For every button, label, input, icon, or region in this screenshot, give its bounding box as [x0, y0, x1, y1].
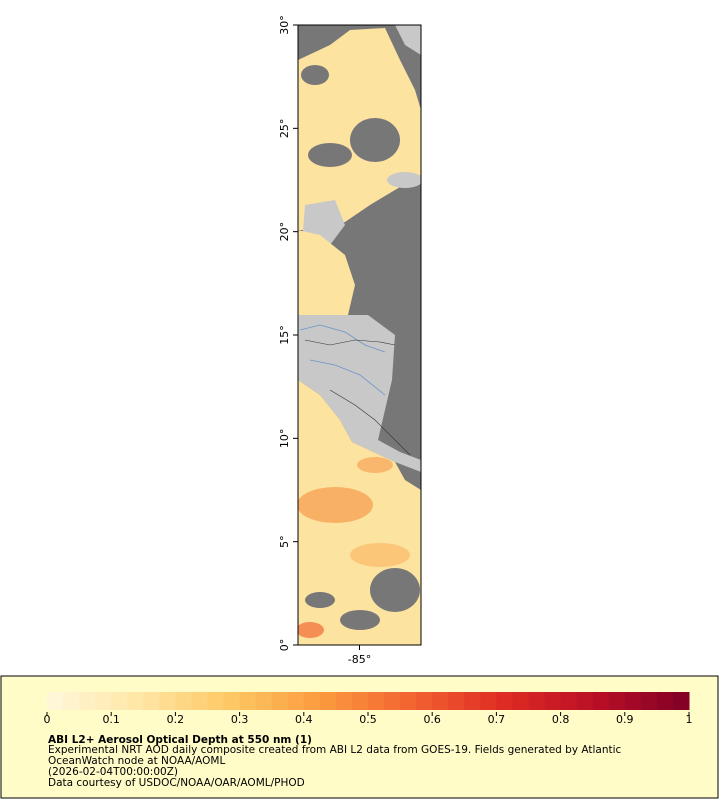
colorbar-tick-label: 0.8: [552, 713, 570, 726]
colorbar-swatch: [111, 692, 128, 710]
colorbar-swatch: [448, 692, 465, 710]
lat-tick-label: 15°: [278, 325, 291, 345]
colorbar-swatch: [464, 692, 481, 710]
colorbar-swatch: [239, 692, 257, 710]
colorbar-swatch: [496, 692, 513, 710]
colorbar-swatch: [560, 692, 578, 710]
colorbar-tick-label: 0.2: [167, 713, 185, 726]
lat-tick-label: 30°: [278, 15, 291, 35]
colorbar-swatch: [63, 692, 80, 710]
lat-tick-label: 25°: [278, 119, 291, 139]
colorbar-tick-label: 0.9: [616, 713, 634, 726]
colorbar-swatch: [512, 692, 529, 710]
colorbar-swatch: [656, 692, 674, 710]
colorbar-swatch: [271, 692, 289, 710]
lon-tick-label: -85°: [348, 653, 371, 666]
colorbar-swatch: [528, 692, 546, 710]
lat-tick-label: 0°: [278, 639, 291, 652]
colorbar-swatch: [127, 692, 144, 710]
lat-tick-label: 20°: [278, 222, 291, 242]
caption-title: ABI L2+ Aerosol Optical Depth at 550 nm …: [48, 734, 312, 746]
colorbar-tick-label: 0.6: [423, 713, 441, 726]
colorbar-swatch: [47, 692, 64, 710]
colorbar-swatch: [544, 692, 562, 710]
colorbar-tick-label: 0.5: [359, 713, 377, 726]
colorbar-swatch: [400, 692, 417, 710]
colorbar-swatch: [143, 692, 160, 710]
colorbar-swatch: [255, 692, 273, 710]
colorbar-swatch: [175, 692, 192, 710]
colorbar-swatch: [384, 692, 401, 710]
colorbar-swatch: [319, 692, 337, 710]
colorbar-swatch: [592, 692, 610, 710]
colorbar-swatch: [79, 692, 96, 710]
colorbar-tick-label: 0.4: [295, 713, 313, 726]
colorbar-swatch: [432, 692, 449, 710]
colorbar-swatch: [480, 692, 497, 710]
caption-line: Experimental NRT AOD daily composite cre…: [48, 744, 622, 756]
colorbar-swatch: [207, 692, 225, 710]
colorbar-swatch: [287, 692, 305, 710]
colorbar-swatch: [576, 692, 594, 710]
map-image: [298, 25, 421, 645]
caption-line: Data courtesy of USDOC/NOAA/OAR/AOML/PHO…: [48, 777, 305, 789]
colorbar-tick-label: 0.7: [488, 713, 506, 726]
colorbar-swatch: [95, 692, 112, 710]
colorbar-swatch: [416, 692, 433, 710]
caption-line: (2026-02-04T00:00:00Z): [48, 766, 178, 778]
colorbar-swatch: [351, 692, 369, 710]
colorbar-swatch: [624, 692, 642, 710]
colorbar-swatch: [223, 692, 241, 710]
colorbar-swatch: [608, 692, 626, 710]
colorbar-tick-label: 1: [686, 713, 693, 726]
lat-tick-label: 5°: [278, 535, 291, 548]
colorbar-tick-label: 0.3: [231, 713, 249, 726]
colorbar-swatch: [672, 692, 690, 710]
colorbar-swatch: [368, 692, 385, 710]
colorbar-swatch: [303, 692, 321, 710]
colorbar-swatch: [335, 692, 353, 710]
colorbar-swatch: [191, 692, 208, 710]
colorbar-swatch: [640, 692, 658, 710]
colorbar-swatch: [159, 692, 176, 710]
colorbar-tick-label: 0: [44, 713, 51, 726]
lat-tick-label: 10°: [278, 429, 291, 449]
colorbar-tick-label: 0.1: [102, 713, 120, 726]
caption-line: OceanWatch node at NOAA/AOML: [48, 755, 225, 767]
